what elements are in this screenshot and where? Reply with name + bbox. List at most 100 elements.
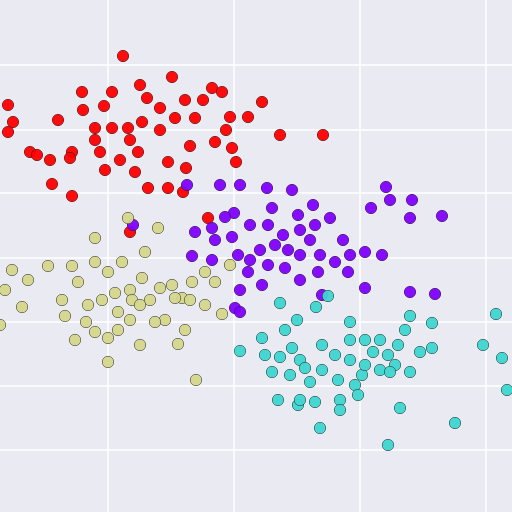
point [196,93,210,107]
point [343,353,357,367]
point [6,115,20,129]
point [285,341,299,355]
point [58,309,72,323]
point [328,255,342,269]
point [373,333,387,347]
point [291,208,305,222]
point [223,258,237,272]
point [101,265,115,279]
point [403,211,417,225]
point [121,121,135,135]
point [188,225,202,239]
point [88,325,102,339]
point [391,338,405,352]
point [273,128,287,142]
point [306,198,320,212]
point [183,139,197,153]
point [55,293,69,307]
point [379,180,393,194]
point [179,161,193,175]
point [278,261,292,275]
point [315,338,329,352]
point [97,99,111,113]
point [225,230,239,244]
point [271,393,285,407]
point [161,155,175,169]
point [101,331,115,345]
point [500,383,512,397]
point [255,95,269,109]
point [143,293,157,307]
point [205,221,219,235]
point [290,313,304,327]
point [255,278,269,292]
point [171,337,185,351]
point [316,128,330,142]
point [333,403,347,417]
point [358,333,372,347]
point [448,416,462,430]
point [135,271,149,285]
point [21,273,35,287]
point [128,165,142,179]
point [111,305,125,319]
point [183,293,197,307]
point [283,368,297,382]
point [148,315,162,329]
point [308,218,322,232]
point [1,125,15,139]
point [105,121,119,135]
point [313,421,327,435]
point [403,365,417,379]
point [308,395,322,409]
point [425,316,439,330]
point [51,113,65,127]
point [71,275,85,289]
point [403,285,417,299]
point [303,375,317,389]
point [364,201,378,215]
point [98,163,112,177]
point [366,345,380,359]
point [88,133,102,147]
point [323,211,337,225]
point [63,151,77,165]
point [233,178,247,192]
point [328,348,342,362]
point [41,259,55,273]
point [0,283,12,297]
point [293,273,307,287]
point [168,291,182,305]
point [293,223,307,237]
point [138,245,152,259]
point [133,78,147,92]
point [123,313,137,327]
point [331,373,345,387]
point [381,348,395,362]
point [229,155,243,169]
point [358,358,372,372]
point [341,265,355,279]
point [185,249,199,263]
point [123,283,137,297]
point [351,388,365,402]
point [381,438,395,452]
point [260,181,274,195]
point [476,338,490,352]
point [178,93,192,107]
point [315,363,329,377]
point [45,177,59,191]
point [219,123,233,137]
point [311,265,325,279]
point [105,85,119,99]
point [343,248,357,262]
point [165,70,179,84]
point [115,255,129,269]
point [225,141,239,155]
point [358,245,372,259]
point [258,348,272,362]
point [165,278,179,292]
point [113,153,127,167]
